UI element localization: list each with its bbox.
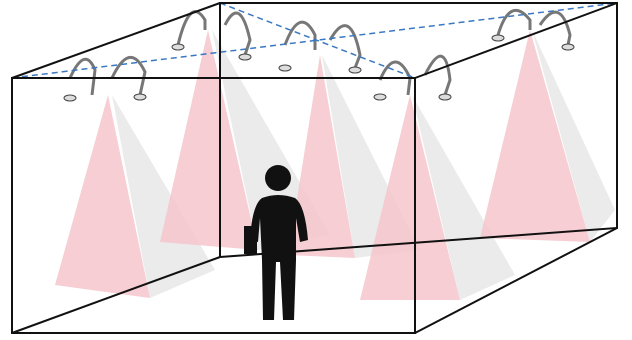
lamp-arm <box>328 24 362 69</box>
lamp-head <box>491 34 505 42</box>
shadow <box>412 95 515 300</box>
light-cones <box>55 30 590 300</box>
edge <box>11 256 221 334</box>
lamp-head <box>238 53 252 61</box>
room-edges <box>11 2 618 334</box>
edge <box>414 2 618 79</box>
front-face <box>11 77 416 334</box>
diagonal <box>11 2 618 79</box>
lamp-head <box>561 43 575 51</box>
light-cone <box>288 55 355 258</box>
lamp-arm <box>223 11 252 56</box>
lamp-arm <box>68 57 97 96</box>
diagonal <box>219 2 416 79</box>
light-cone <box>160 30 258 250</box>
light-cone <box>55 95 150 298</box>
lamp-arm <box>110 56 147 96</box>
ceiling-diagonals <box>11 2 618 79</box>
lamp-head <box>373 93 387 101</box>
person-head <box>265 165 291 191</box>
lamp-head <box>63 94 77 102</box>
lamp-arm <box>283 20 317 50</box>
light-cone <box>480 30 590 242</box>
person-body <box>250 195 308 320</box>
lamp-head <box>171 43 185 51</box>
lamp-head <box>438 93 452 101</box>
tablet <box>244 226 257 254</box>
edge <box>414 227 618 334</box>
lamp-arm <box>538 10 572 46</box>
lamp-head <box>348 66 362 74</box>
lamp-head <box>278 64 292 72</box>
lamp-head <box>133 93 147 101</box>
lamp-arm <box>423 54 452 96</box>
shadow <box>112 95 215 298</box>
person <box>244 165 308 320</box>
light-cone <box>360 95 460 300</box>
lamp-heads <box>63 34 575 102</box>
shadow <box>532 30 615 242</box>
lamp-arm <box>496 8 532 36</box>
edge <box>11 2 221 79</box>
